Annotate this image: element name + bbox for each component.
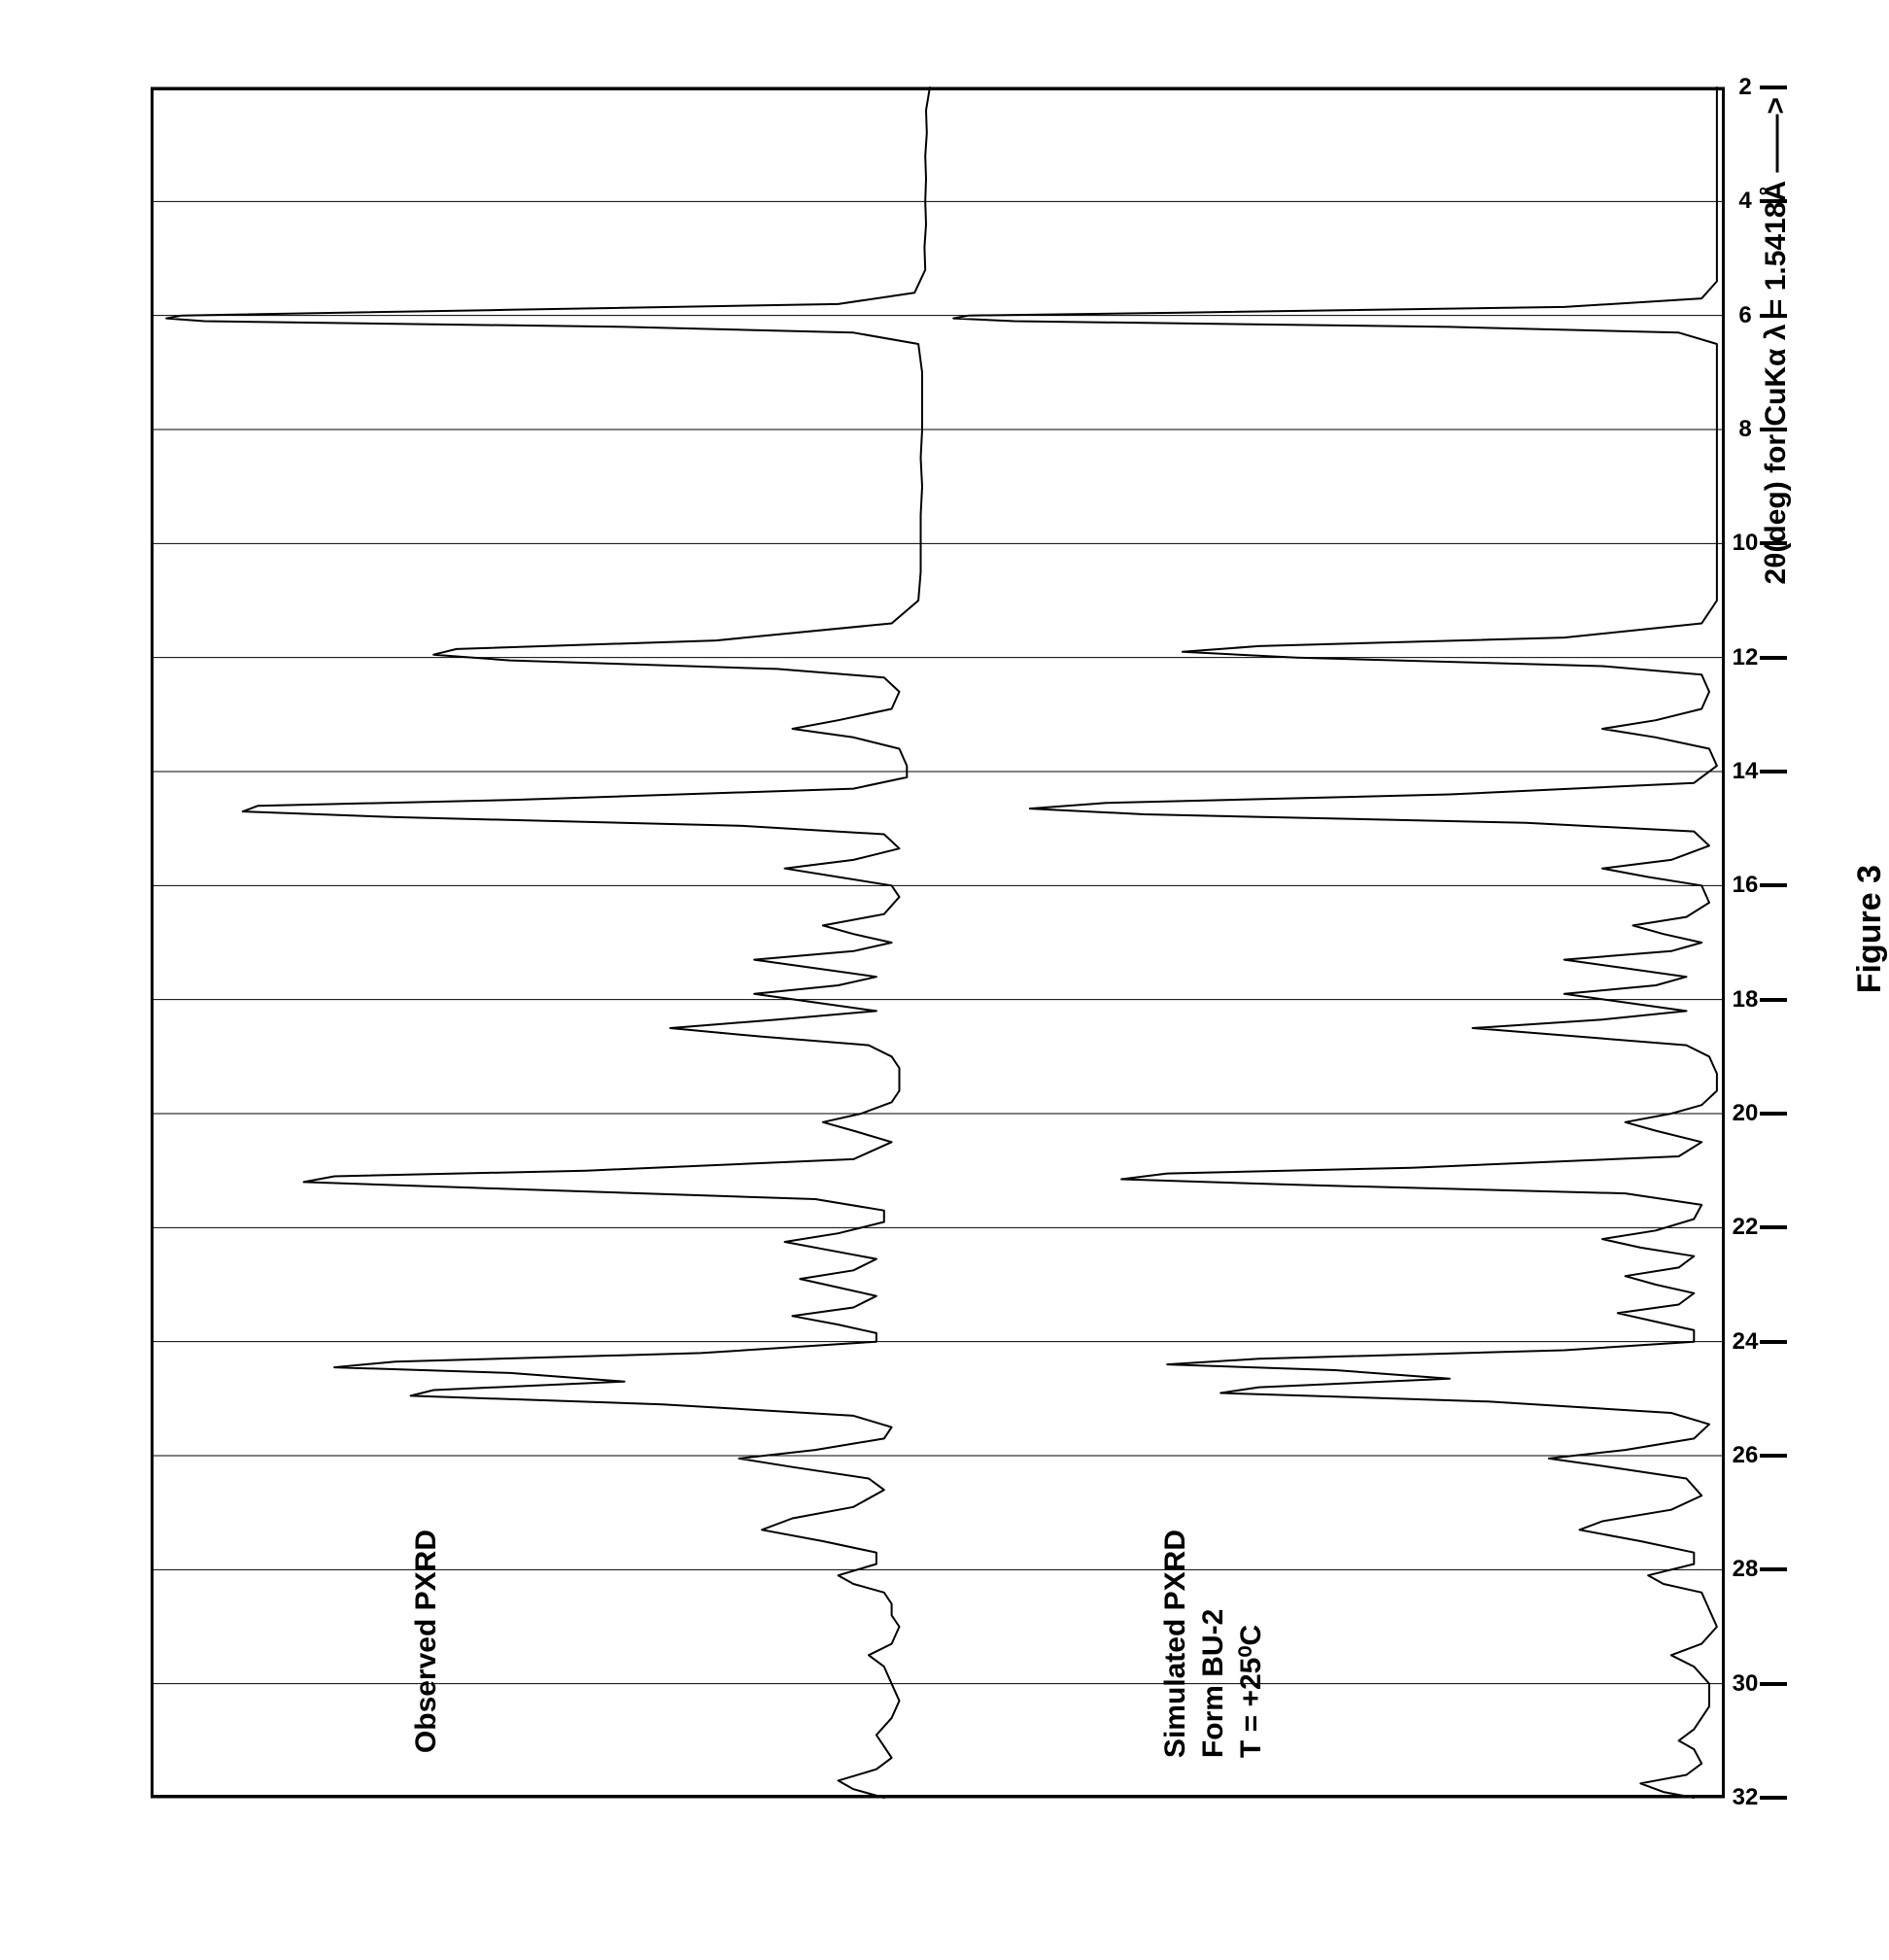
tick-mark — [1760, 1796, 1787, 1800]
tick-label: 14 — [1731, 758, 1760, 785]
figure-caption: Figure 3 — [1851, 865, 1889, 993]
tick-mark — [1760, 1682, 1787, 1686]
series-observed — [166, 87, 930, 1798]
tick-label: 4 — [1731, 188, 1760, 215]
tick-mark — [1760, 428, 1787, 431]
tick-mark — [1760, 770, 1787, 774]
tick-label: 28 — [1731, 1556, 1760, 1583]
tick-mark — [1760, 314, 1787, 318]
tick-mark — [1760, 1340, 1787, 1344]
tick-mark — [1760, 1567, 1787, 1571]
tick-label: 32 — [1731, 1784, 1760, 1811]
tick-label: 20 — [1731, 1100, 1760, 1127]
page-root: 2θ(deg) for CuKα λ = 1.5418Å ——> Figure … — [0, 0, 1889, 1960]
tick-label: 18 — [1731, 986, 1760, 1014]
tick-label: 2 — [1731, 74, 1760, 101]
tick-mark — [1760, 883, 1787, 887]
tick-mark — [1760, 656, 1787, 660]
tick-label: 30 — [1731, 1670, 1760, 1698]
tick-mark — [1760, 86, 1787, 89]
tick-label: 8 — [1731, 416, 1760, 443]
tick-label: 10 — [1731, 530, 1760, 557]
tick-label: 16 — [1731, 872, 1760, 899]
tick-label: 6 — [1731, 302, 1760, 329]
tick-label: 22 — [1731, 1214, 1760, 1241]
tick-mark — [1760, 1454, 1787, 1458]
tick-label: 24 — [1731, 1328, 1760, 1356]
x-axis-title: 2θ(deg) for CuKα λ = 1.5418Å ——> — [1760, 97, 1793, 584]
tick-mark — [1760, 998, 1787, 1002]
tick-mark — [1760, 1112, 1787, 1116]
series-simulated — [953, 87, 1717, 1798]
tick-mark — [1760, 199, 1787, 203]
tick-mark — [1760, 541, 1787, 545]
panel-label-observed: Observed PXRD — [407, 1530, 445, 1753]
tick-mark — [1760, 1225, 1787, 1229]
tick-label: 26 — [1731, 1442, 1760, 1469]
chart-svg — [0, 0, 1889, 1960]
tick-label: 12 — [1731, 644, 1760, 671]
panel-label-simulated: Simulated PXRDForm BU-2T = +25⁰C — [1156, 1530, 1270, 1758]
